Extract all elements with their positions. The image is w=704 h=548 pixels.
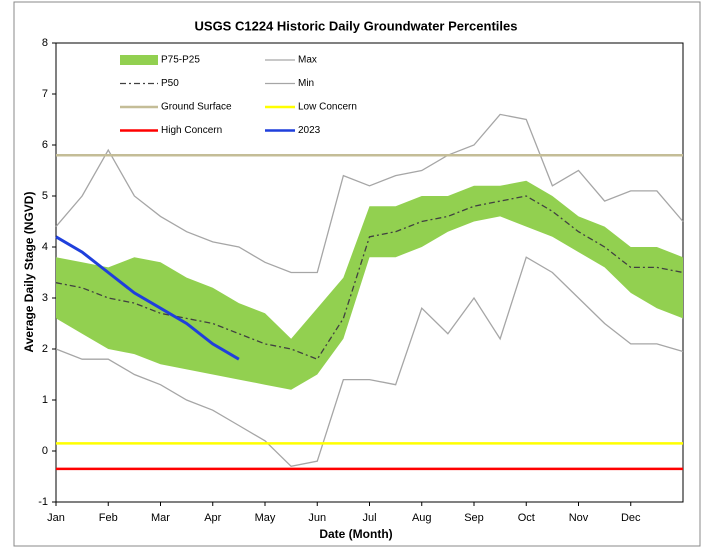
- x-tick-label: Oct: [518, 512, 535, 524]
- y-tick-label: 3: [42, 292, 48, 304]
- x-tick-label: Jan: [47, 512, 65, 524]
- x-tick-label: Mar: [151, 512, 170, 524]
- chart-title: USGS C1224 Historic Daily Groundwater Pe…: [195, 18, 518, 33]
- legend-swatch: [120, 55, 158, 65]
- x-axis-label: Date (Month): [319, 527, 392, 541]
- series-line: [55, 256, 684, 468]
- series-line: [55, 235, 240, 361]
- x-tick-label: Apr: [204, 512, 221, 524]
- y-tick-label: 7: [42, 88, 48, 100]
- legend-label: Min: [298, 78, 314, 89]
- y-tick-label: 8: [42, 37, 48, 49]
- legend-box: [115, 51, 395, 141]
- y-axis-label: Average Daily Stage (NGVD): [22, 192, 36, 353]
- legend-label: Low Concern: [298, 102, 357, 113]
- x-tick-label: Jul: [362, 512, 376, 524]
- band-area: [56, 180, 683, 390]
- y-tick-label: 4: [42, 241, 48, 253]
- legend-label: 2023: [298, 125, 321, 136]
- x-tick-label: Feb: [99, 512, 118, 524]
- legend-label: Max: [298, 55, 317, 66]
- series-line: [55, 195, 684, 360]
- y-tick-label: 2: [42, 343, 48, 355]
- x-tick-label: Aug: [412, 512, 432, 524]
- y-tick-label: -1: [38, 496, 48, 508]
- legend-label: Ground Surface: [161, 102, 232, 113]
- x-tick-label: May: [255, 512, 276, 524]
- y-tick-label: 5: [42, 190, 48, 202]
- legend-label: High Concern: [161, 125, 222, 136]
- y-tick-label: 0: [42, 445, 48, 457]
- x-tick-label: Jun: [308, 512, 326, 524]
- x-tick-label: Sep: [464, 512, 484, 524]
- y-tick-label: 1: [42, 394, 48, 406]
- y-tick-label: 6: [42, 139, 48, 151]
- legend-label: P50: [161, 78, 179, 89]
- x-tick-label: Nov: [569, 512, 589, 524]
- series-line: [55, 113, 684, 274]
- legend-label: P75-P25: [161, 55, 200, 66]
- x-tick-label: Dec: [621, 512, 641, 524]
